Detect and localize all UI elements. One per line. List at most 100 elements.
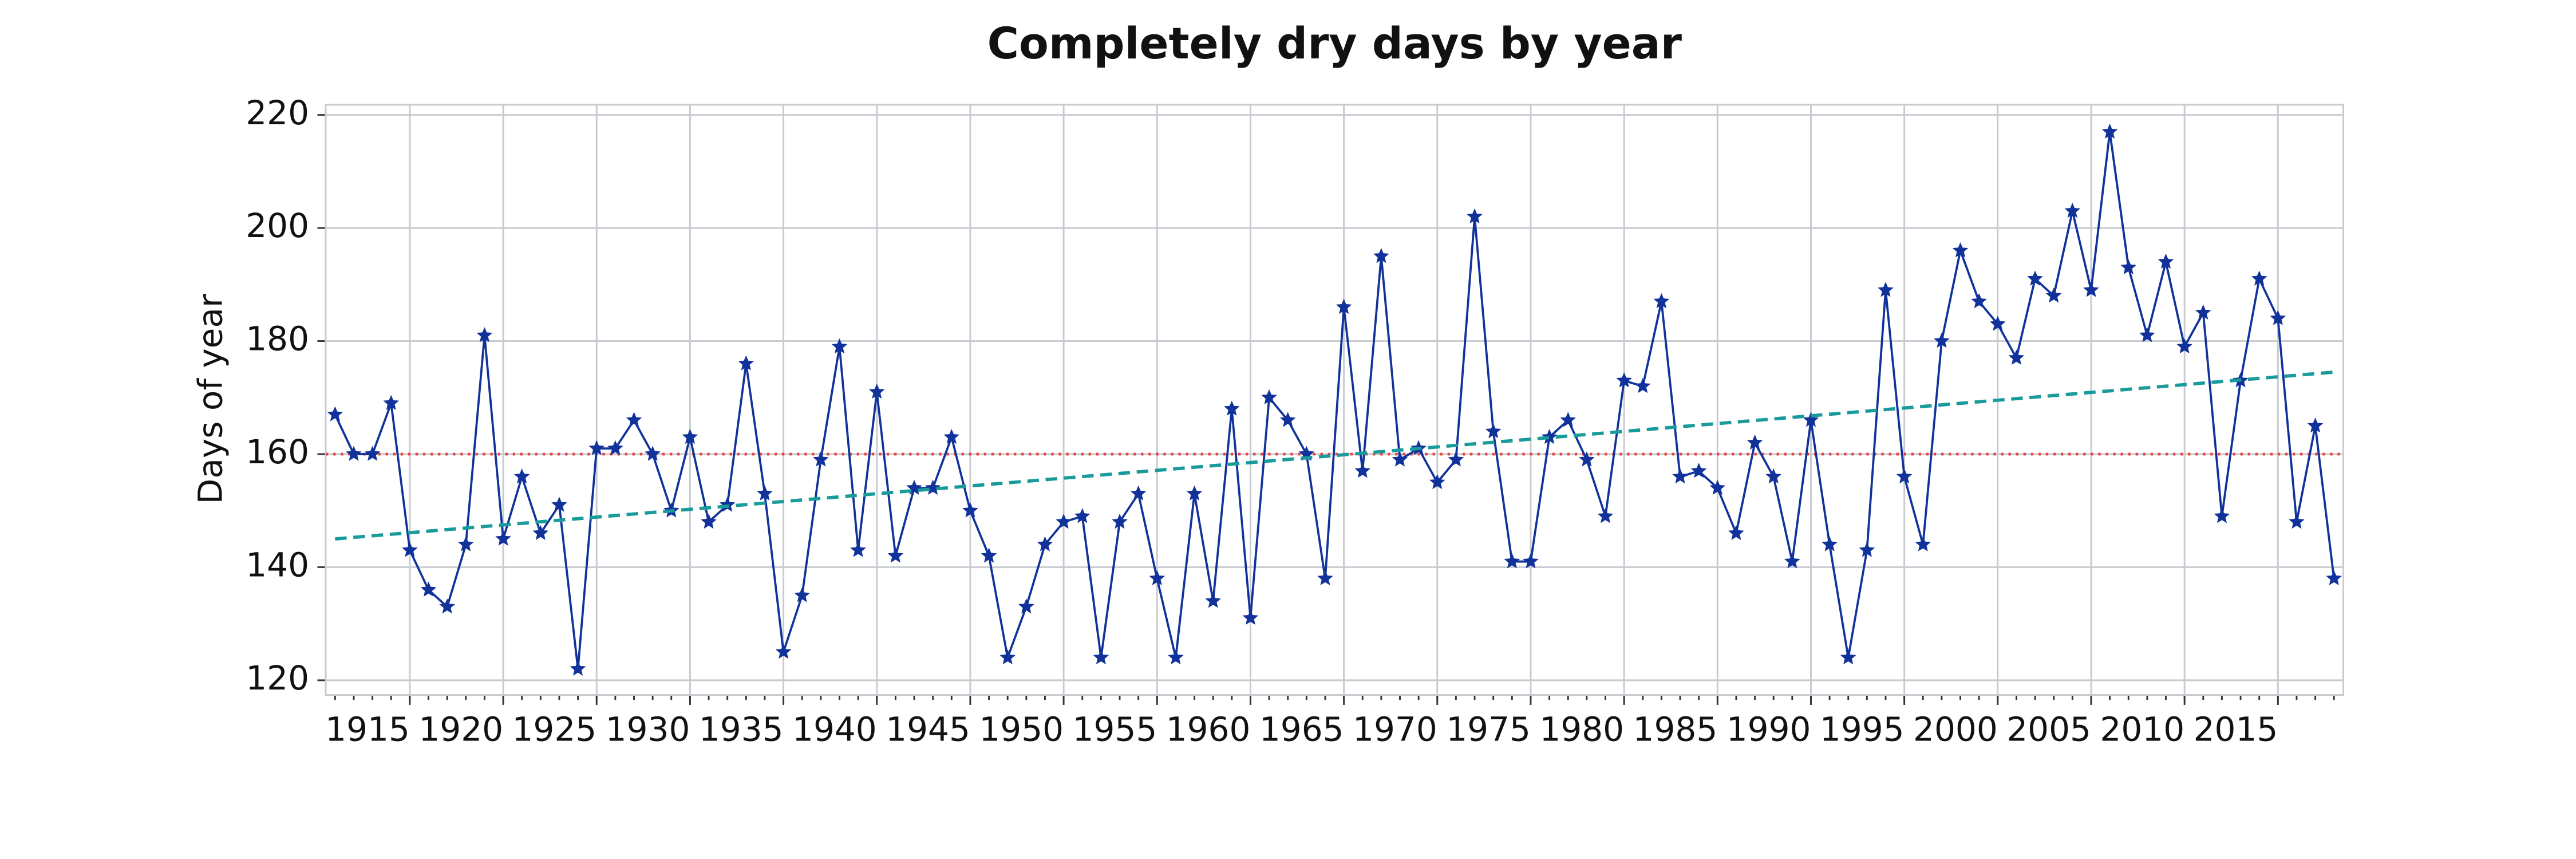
x-tick-label: 1960 — [1166, 710, 1251, 749]
data-point — [2289, 513, 2305, 529]
data-point — [1784, 553, 1800, 569]
data-point — [570, 660, 586, 676]
data-point — [1018, 598, 1034, 614]
y-tick-label: 140 — [246, 546, 309, 585]
data-point — [1915, 536, 1931, 551]
x-tick-label: 1915 — [325, 710, 410, 749]
data-point — [2307, 417, 2324, 433]
data-point — [1485, 423, 1502, 439]
x-tick-label: 1950 — [979, 710, 1064, 749]
data-point — [626, 412, 642, 427]
data-point — [1093, 649, 1109, 665]
data-point — [775, 644, 792, 659]
data-point — [1616, 372, 1632, 388]
data-point — [588, 440, 605, 455]
data-point — [364, 446, 381, 461]
data-point — [794, 587, 811, 602]
data-point — [1709, 479, 1726, 495]
data-point — [532, 525, 549, 540]
data-point — [2027, 270, 2043, 286]
data-point — [2101, 123, 2118, 139]
data-point — [701, 513, 717, 529]
data-point — [1448, 451, 1464, 467]
data-point — [346, 446, 362, 461]
x-tick-label: 1940 — [792, 710, 877, 749]
data-point — [1056, 513, 1072, 529]
data-point — [2064, 202, 2081, 218]
data-point — [457, 536, 474, 551]
data-point — [1840, 649, 1856, 665]
data-point — [1354, 463, 1371, 478]
data-point — [2045, 287, 2062, 303]
x-tick-label: 2015 — [2194, 710, 2278, 749]
data-point — [1765, 468, 1781, 484]
data-point — [1261, 389, 1277, 405]
data-point — [1728, 525, 1744, 540]
data-point — [887, 547, 904, 563]
x-tick-label: 1970 — [1353, 710, 1437, 749]
data-point — [981, 547, 997, 563]
x-tick-label: 1965 — [1259, 710, 1344, 749]
plot-frame — [325, 104, 2344, 696]
data-point — [2214, 508, 2230, 523]
data-point — [1560, 412, 1577, 427]
data-point — [1934, 333, 1950, 348]
data-point — [1130, 485, 1147, 501]
x-tick-label: 1995 — [1820, 710, 1905, 749]
data-point — [1392, 451, 1408, 467]
data-point — [1541, 428, 1558, 444]
data-point — [439, 598, 455, 614]
data-point — [495, 530, 511, 546]
y-axis-label: Days of year — [191, 294, 230, 504]
data-point — [757, 485, 773, 501]
x-tick-label: 1930 — [606, 710, 690, 749]
data-point — [1429, 474, 1445, 490]
data-point — [1205, 593, 1221, 608]
data-point — [607, 440, 623, 455]
data-point — [420, 581, 437, 597]
data-point — [2139, 327, 2155, 342]
data-point — [1579, 451, 1595, 467]
data-point — [1074, 508, 1091, 523]
data-point — [1112, 513, 1128, 529]
data-point — [2195, 304, 2211, 320]
data-point — [1653, 293, 1670, 309]
data-point — [1747, 434, 1763, 450]
data-point — [2083, 282, 2099, 297]
x-tick-label: 1990 — [1726, 710, 1811, 749]
x-tick-label: 1935 — [699, 710, 784, 749]
data-point — [1989, 316, 2006, 331]
y-tick-label: 200 — [246, 206, 309, 245]
data-point — [2251, 270, 2267, 286]
data-point — [1634, 378, 1651, 393]
x-tick-label: 1955 — [1073, 710, 1157, 749]
data-point — [1859, 542, 1875, 557]
data-point — [1896, 468, 1913, 484]
x-tick-label: 1975 — [1446, 710, 1531, 749]
x-tick-label: 2000 — [1913, 710, 1998, 749]
data-point — [476, 327, 493, 342]
data-point — [1223, 400, 1240, 416]
y-tick-label: 180 — [246, 320, 309, 358]
data-point — [1168, 649, 1184, 665]
data-point — [738, 355, 754, 371]
data-point — [1336, 298, 1352, 314]
data-point — [2158, 253, 2174, 269]
data-point — [1279, 412, 1296, 427]
data-point — [1952, 242, 1969, 258]
data-point — [1317, 570, 1333, 585]
x-tick-label: 1945 — [886, 710, 970, 749]
x-tick-label: 1980 — [1539, 710, 1624, 749]
data-point — [813, 451, 829, 467]
data-point — [1504, 553, 1520, 569]
data-point — [1149, 570, 1165, 585]
data-point — [1373, 247, 1389, 263]
data-point — [1690, 463, 1707, 478]
data-point — [1523, 553, 1539, 569]
data-point — [1186, 485, 1203, 501]
data-point — [943, 428, 960, 444]
data-point — [2270, 310, 2286, 325]
chart-title: Completely dry days by year — [987, 18, 1682, 69]
data-point — [1597, 508, 1614, 523]
